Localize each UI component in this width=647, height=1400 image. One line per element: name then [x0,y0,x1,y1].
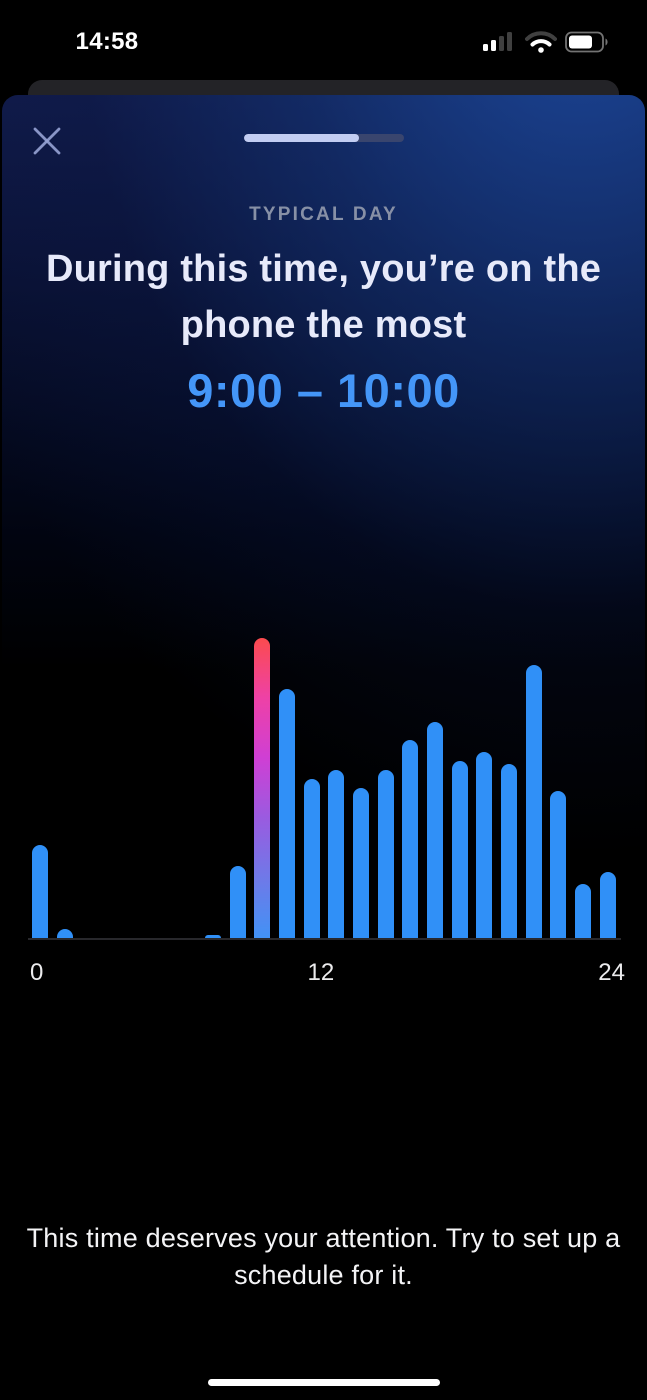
chart-bar [550,791,567,938]
page-title: During this time, you’re on the phone th… [45,248,602,346]
cellular-signal-icon [483,31,517,58]
axis-tick-24: 24 [598,959,625,986]
typical-day-sheet: TYPICAL DAY During this time, you’re on … [2,95,645,1400]
chart-bar [451,761,468,938]
kicker-label: TYPICAL DAY [249,204,398,225]
chart-bar [476,752,493,938]
status-time: 14:58 [75,28,139,55]
chart-bar [377,770,394,938]
chart-bar [501,764,518,938]
chart-bar [402,740,419,938]
chart-bar [575,884,592,938]
onboarding-progress-bar [243,134,404,142]
wifi-icon [525,31,557,58]
chart-bar [204,935,221,938]
axis-tick-12: 12 [307,959,335,986]
close-icon [31,125,63,162]
chart-bar [599,872,616,938]
chart-bar [278,689,295,938]
close-button[interactable] [28,124,66,162]
chart-bar [328,770,345,938]
chart-bar [56,929,73,938]
axis-tick-0: 0 [30,959,44,986]
chart-bar [32,845,48,938]
home-indicator[interactable] [207,1379,440,1386]
status-bar: 14:58 [0,0,647,62]
chart-axis-labels: 0 12 24 [30,959,625,987]
chart-bar [229,866,246,938]
progress-fill [243,134,359,142]
chart-bar-highlighted [254,638,271,938]
chart-bars [32,638,616,938]
footer-advice-text: This time deserves your attention. Try t… [26,1223,621,1290]
chart-bar [525,665,542,938]
chart-bar [352,788,369,938]
chart-bar [427,722,443,938]
chart-axis-line [28,938,621,940]
chart-bar [303,779,320,938]
battery-icon [565,31,609,58]
status-icons [483,31,609,58]
peak-time-range: 9:00 – 10:00 [187,364,460,417]
